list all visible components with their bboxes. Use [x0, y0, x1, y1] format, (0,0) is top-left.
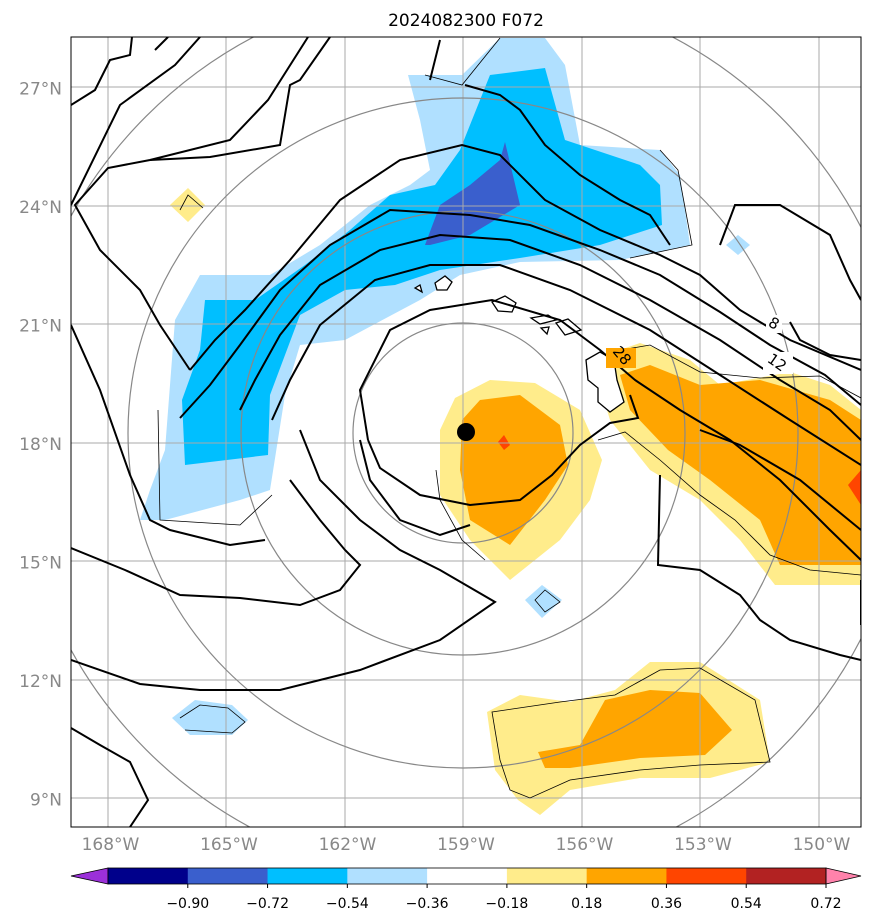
shade-yellow-dot	[170, 188, 205, 222]
thin-contours	[157, 37, 861, 799]
lon-tick-label: 165°W	[200, 835, 258, 855]
colorbar-tick-label: 0.72	[810, 896, 841, 912]
gridlines	[71, 37, 861, 827]
shade-orange-center	[460, 395, 568, 545]
colorbar-segment	[427, 868, 508, 884]
colorbar-tick-label: −0.36	[406, 896, 449, 912]
thick-contours	[71, 37, 861, 827]
lat-axis: 9°N 12°N 15°N 18°N 21°N 24°N 27°N	[19, 79, 62, 810]
colorbar-tick-label: −0.18	[485, 896, 528, 912]
colorbar-segment	[506, 868, 588, 884]
lon-axis: 168°W 165°W 162°W 159°W 156°W 153°W 150°W	[82, 835, 851, 855]
lat-tick-label: 27°N	[19, 79, 62, 99]
lon-tick-label: 150°W	[793, 835, 851, 855]
storm-center-marker	[457, 423, 475, 441]
lon-tick-label: 162°W	[319, 835, 377, 855]
colorbar-segment	[108, 868, 189, 884]
lat-tick-label: 12°N	[19, 672, 62, 692]
colorbar-segment	[666, 868, 747, 884]
colorbar-tick-label: −0.54	[326, 896, 369, 912]
colorbar-tick-label: 0.36	[651, 896, 682, 912]
lat-tick-label: 21°N	[19, 316, 62, 336]
colorbar-segment	[746, 868, 827, 884]
lat-tick-label: 24°N	[19, 198, 62, 218]
lon-tick-label: 168°W	[82, 835, 140, 855]
lon-tick-label: 153°W	[674, 835, 732, 855]
colorbar-segment	[347, 868, 428, 884]
lon-tick-label: 159°W	[437, 835, 495, 855]
lat-tick-label: 9°N	[30, 790, 62, 810]
colorbar-tick-label: −0.72	[246, 896, 289, 912]
lon-tick-label: 156°W	[556, 835, 614, 855]
colorbar-extend-low	[70, 867, 109, 885]
lat-tick-label: 18°N	[19, 435, 62, 455]
colorbar-tick-label: 0.18	[571, 896, 602, 912]
shade-orange-south	[538, 690, 732, 768]
colorbar-segment	[187, 868, 269, 884]
chart-title: 2024082300 F072	[388, 11, 544, 31]
colorbar-frame	[107, 867, 827, 885]
lat-tick-label: 15°N	[19, 553, 62, 573]
colorbar-segment	[267, 868, 348, 884]
map-area: 28 12 8	[71, 37, 861, 827]
colorbar-segment	[586, 868, 667, 884]
colorbar-tick-label: 0.54	[731, 896, 762, 912]
colorbar-extend-high	[825, 867, 862, 885]
contour-labels: 28 12 8	[606, 313, 793, 375]
map-frame	[70, 36, 862, 828]
colorbar: −0.90 −0.72 −0.54 −0.36 −0.18 0.18 0.36 0.54 0.7…	[70, 867, 862, 912]
shade-light-blue-dot2	[525, 585, 562, 618]
shade-orange-east	[620, 365, 861, 565]
range-rings	[71, 37, 861, 827]
colorbar-tick-label: −0.90	[166, 896, 209, 912]
shade-red-east	[848, 470, 861, 505]
